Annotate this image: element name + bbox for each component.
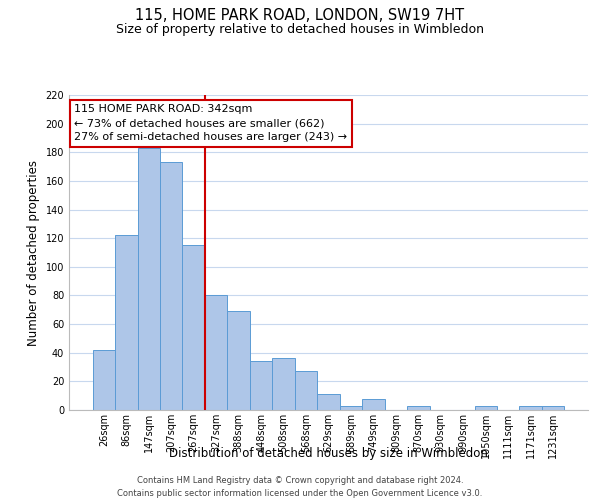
Bar: [205, 296, 227, 410]
Bar: [362, 398, 385, 410]
Text: 115, HOME PARK ROAD, LONDON, SW19 7HT: 115, HOME PARK ROAD, LONDON, SW19 7HT: [136, 8, 464, 22]
Text: Size of property relative to detached houses in Wimbledon: Size of property relative to detached ho…: [116, 22, 484, 36]
Bar: [92, 350, 115, 410]
Bar: [227, 311, 250, 410]
Bar: [250, 362, 272, 410]
Bar: [407, 406, 430, 410]
Y-axis label: Number of detached properties: Number of detached properties: [27, 160, 40, 346]
Bar: [317, 394, 340, 410]
Bar: [340, 406, 362, 410]
Text: 115 HOME PARK ROAD: 342sqm
← 73% of detached houses are smaller (662)
27% of sem: 115 HOME PARK ROAD: 342sqm ← 73% of deta…: [74, 104, 347, 142]
Bar: [520, 406, 542, 410]
Bar: [160, 162, 182, 410]
Bar: [182, 246, 205, 410]
Bar: [475, 406, 497, 410]
Bar: [542, 406, 565, 410]
Bar: [295, 372, 317, 410]
Bar: [115, 236, 137, 410]
Text: Distribution of detached houses by size in Wimbledon: Distribution of detached houses by size …: [169, 448, 488, 460]
Text: Contains HM Land Registry data © Crown copyright and database right 2024.
Contai: Contains HM Land Registry data © Crown c…: [118, 476, 482, 498]
Bar: [137, 148, 160, 410]
Bar: [272, 358, 295, 410]
